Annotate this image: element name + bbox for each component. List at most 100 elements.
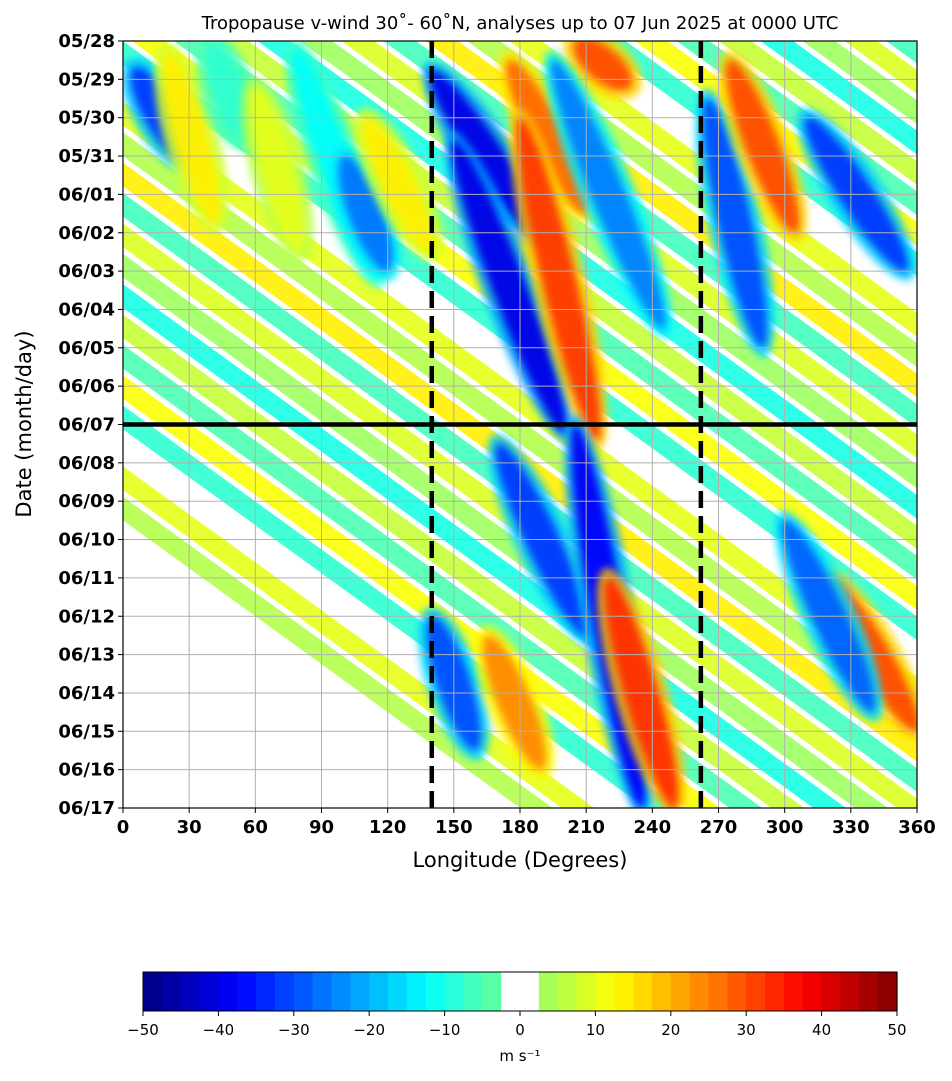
x-tick-label: 210 (567, 817, 605, 838)
colorbar-segment (859, 972, 879, 1011)
colorbar-segment (406, 972, 427, 1011)
wind-anomaly (162, 52, 221, 226)
colorbar-segment (689, 972, 710, 1011)
colorbar-segment (331, 972, 351, 1011)
wave-band (257, 41, 917, 519)
colorbar-segment (576, 972, 596, 1011)
colorbar-tick-label: 0 (515, 1021, 525, 1039)
y-tick-label: 05/31 (58, 146, 115, 167)
colorbar-segment (388, 972, 408, 1011)
wind-anomaly (249, 86, 305, 253)
colorbar-tick-label: −30 (278, 1021, 310, 1039)
x-tick-label: 180 (501, 817, 539, 838)
colorbar-segment (312, 972, 333, 1011)
plot-area (123, 41, 952, 808)
x-tick-label: 300 (766, 817, 804, 838)
colorbar-segment (614, 972, 634, 1011)
wind-anomaly (482, 635, 547, 770)
wave-band (928, 41, 952, 808)
colorbar-tick-label: 50 (887, 1021, 906, 1039)
colorbar-ticks: −50 −40 −30 −20 −10 0 10 20 30 40 50 (127, 1011, 907, 1039)
y-tick-label: 06/15 (58, 721, 115, 742)
colorbar-segment (633, 972, 653, 1011)
y-tick-label: 06/14 (58, 683, 115, 704)
x-tick-label: 330 (832, 817, 870, 838)
y-tick-label: 06/02 (58, 223, 115, 244)
wind-anomaly (451, 140, 567, 433)
wave-band (886, 41, 917, 64)
colorbar-segment (237, 972, 257, 1011)
colorbar-segment (256, 972, 276, 1011)
colorbar-segment (840, 972, 860, 1011)
y-tick-label: 06/03 (58, 261, 115, 282)
colorbar-unit: m s⁻¹ (499, 1047, 540, 1065)
y-tick-label: 06/05 (58, 338, 115, 359)
colorbar-segment (557, 972, 578, 1011)
colorbar-segment (218, 972, 238, 1011)
colorbar-tick-label: −20 (353, 1021, 385, 1039)
x-tick-label: 150 (435, 817, 473, 838)
wave-band (802, 41, 917, 125)
colorbar-segment (878, 972, 898, 1011)
x-axis-label: Longitude (Degrees) (413, 848, 628, 872)
colorbar-segment (538, 972, 559, 1011)
colorbar-segment (350, 972, 370, 1011)
y-tick-label: 06/01 (58, 184, 115, 205)
x-tick-label: 240 (634, 817, 672, 838)
wave-band (123, 253, 888, 808)
chart-title: Tropopause v-wind 30˚- 60˚N, analyses up… (201, 13, 839, 34)
x-tick-label: 90 (309, 817, 334, 838)
y-tick-label: 06/06 (58, 376, 115, 397)
colorbar-tick-label: 10 (586, 1021, 605, 1039)
colorbar-segment (727, 972, 747, 1011)
colorbar-segment (765, 972, 785, 1011)
y-tick-label: 05/30 (58, 108, 115, 129)
colorbar-segment (520, 972, 540, 1011)
colorbar-segment (746, 972, 766, 1011)
colorbar-segment (482, 972, 502, 1011)
colorbar-tick-label: −40 (203, 1021, 235, 1039)
reference-lines (123, 41, 917, 808)
colorbar-tick-label: 20 (661, 1021, 680, 1039)
wave-band (131, 41, 917, 610)
y-tick-label: 06/04 (58, 299, 115, 320)
x-axis-ticks: 0 30 60 90 120 150 180 210 240 270 300 330 360 (117, 808, 936, 838)
y-tick-label: 06/08 (58, 453, 115, 474)
colorbar-segment (463, 972, 483, 1011)
y-tick-label: 05/29 (58, 69, 115, 90)
y-tick-label: 06/17 (58, 798, 115, 819)
x-tick-label: 270 (700, 817, 738, 838)
colorbar-segment (501, 972, 521, 1011)
x-tick-label: 360 (898, 817, 936, 838)
y-tick-label: 06/10 (58, 530, 115, 551)
x-tick-label: 120 (369, 817, 407, 838)
colorbar-segment (274, 972, 295, 1011)
colorbar-tick-label: −50 (127, 1021, 159, 1039)
colorbar (142, 971, 898, 1012)
colorbar-segment (180, 972, 201, 1011)
y-axis-ticks: 05/28 05/29 05/30 05/31 06/01 06/02 06/03 06/04… (58, 31, 123, 819)
colorbar-segment (821, 972, 842, 1011)
colorbar-segment (708, 972, 728, 1011)
y-tick-label: 05/28 (58, 31, 115, 52)
colorbar-segment (444, 972, 465, 1011)
colorbar-segment (783, 972, 804, 1011)
wave-band (760, 41, 917, 155)
colorbar-segment (143, 972, 163, 1011)
wind-anomaly (506, 59, 590, 214)
colorbar-segment (670, 972, 691, 1011)
y-tick-label: 06/12 (58, 606, 115, 627)
y-tick-label: 06/16 (58, 760, 115, 781)
colorbar-segment (425, 972, 446, 1011)
colorbar-segment (293, 972, 314, 1011)
colorbar-segment (651, 972, 672, 1011)
y-tick-label: 06/07 (58, 415, 115, 436)
colorbar-tick-label: 30 (737, 1021, 756, 1039)
wave-band (123, 344, 763, 808)
y-axis-label: Date (month/day) (12, 330, 36, 517)
colorbar-segment (802, 972, 823, 1011)
colorbar-segment (595, 972, 615, 1011)
colorbar-tick-label: 40 (812, 1021, 831, 1039)
wind-anomaly (573, 41, 633, 91)
